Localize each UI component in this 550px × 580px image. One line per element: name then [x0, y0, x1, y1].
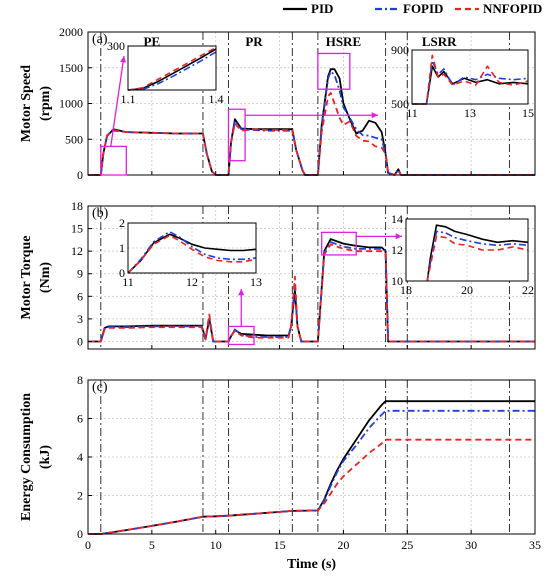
- x-tick-label: 15: [274, 538, 286, 552]
- inset-y-tick-label: 14: [391, 212, 403, 226]
- x-tick-label: 5: [149, 538, 155, 552]
- phase-label: PE: [144, 34, 161, 49]
- inset-y-tick-label: 12: [391, 243, 403, 257]
- inset-y-tick-label: 500: [391, 97, 409, 111]
- x-tick-label: 30: [465, 538, 477, 552]
- inset-frame-border: [405, 218, 529, 282]
- y-tick-label: 4: [77, 450, 83, 464]
- zoom-connector: [110, 55, 125, 147]
- inset-y-tick-label: 0: [119, 266, 125, 280]
- series-line-nnfopid: [88, 91, 535, 176]
- panel-label: (a): [92, 32, 108, 47]
- y-tick-label: 9: [77, 267, 83, 281]
- inset-x-tick-label: 11: [406, 106, 418, 120]
- inset-x-tick-label: 11: [122, 275, 134, 289]
- y-axis-label: (rpm): [38, 86, 53, 121]
- inset-plot: 300 1.1 1.4: [107, 39, 224, 106]
- inset-frame-border: [411, 49, 529, 105]
- inset-frame: [127, 45, 217, 91]
- inset-x-tick-label: 12: [186, 275, 198, 289]
- y-axis-label: Motor Torque: [19, 236, 34, 320]
- series-line-pid: [88, 400, 535, 535]
- series-line-fopid: [88, 409, 535, 535]
- inset-frame-border: [127, 45, 217, 91]
- y-tick-label: 15: [71, 222, 83, 236]
- inset-series-line-fopid: [127, 231, 257, 274]
- y-axis-label: Energy Consumption: [19, 393, 34, 521]
- inset-series-line-pid: [426, 224, 529, 282]
- panel-a: 0 500 1000 1500 2000 Motor Speed (rpm) (a) PE PR H…: [19, 25, 536, 182]
- inset-series-line-nnfopid: [426, 235, 529, 282]
- phase-label: LSRR: [422, 34, 457, 49]
- x-tick-label: 10: [210, 538, 222, 552]
- inset-x-tick-label: 22: [522, 283, 534, 297]
- inset-plot: 10 12 14 18 20 22: [391, 212, 534, 297]
- zoom-arrowhead: [371, 112, 378, 119]
- x-tick-label: 35: [529, 538, 541, 552]
- inset-series-line-nnfopid: [412, 54, 529, 105]
- x-tick-label: 20: [337, 538, 349, 552]
- series-line-nnfopid: [88, 438, 535, 535]
- phase-label: HSRE: [326, 34, 361, 49]
- panel-label: (b): [92, 206, 109, 221]
- inset-x-tick-label: 13: [464, 106, 476, 120]
- zoom-box: [321, 231, 357, 256]
- y-tick-label: 12: [71, 244, 83, 258]
- x-tick-label: 0: [85, 538, 91, 552]
- y-tick-label: 18: [71, 199, 83, 213]
- y-tick-label: 0: [77, 334, 83, 348]
- zoom-arrowhead: [238, 289, 245, 296]
- inset-x-tick-label: 1.1: [121, 92, 136, 106]
- legend-label-nnfopid: NNFOPID: [483, 1, 542, 16]
- y-tick-label: 1500: [59, 61, 83, 75]
- y-tick-label: 3: [77, 312, 83, 326]
- zoom-arrowhead: [395, 233, 402, 240]
- legend-label-pid: PID: [311, 1, 333, 16]
- y-tick-label: 6: [77, 412, 83, 426]
- y-axis-label: (Nm): [38, 262, 53, 293]
- inset-y-tick-label: 2: [119, 216, 125, 230]
- inset-plot: 500 900 11 13 15: [391, 43, 534, 120]
- y-tick-label: 0: [77, 527, 83, 541]
- y-tick-label: 500: [65, 132, 83, 146]
- legend: PID FOPID NNFOPID: [283, 1, 542, 16]
- y-tick-label: 6: [77, 289, 83, 303]
- series-line-nnfopid: [88, 243, 535, 343]
- y-tick-label: 2000: [59, 25, 83, 39]
- y-axis-label: (kJ): [38, 445, 53, 469]
- inset-x-tick-label: 13: [250, 275, 262, 289]
- inset-y-tick-label: 1: [119, 241, 125, 255]
- inset-frame-border: [127, 222, 257, 274]
- y-tick-label: 2: [77, 489, 83, 503]
- phase-label: PR: [245, 34, 263, 49]
- inset-x-tick-label: 1.4: [209, 92, 224, 106]
- x-axis-label: Time (s): [287, 557, 336, 572]
- zoom-box: [227, 108, 246, 162]
- y-tick-label: 0: [77, 168, 83, 182]
- zoom-arrowhead: [120, 56, 127, 63]
- zoom-box: [317, 52, 351, 90]
- y-tick-label: 8: [77, 373, 83, 387]
- inset-series-line-fopid: [127, 51, 217, 91]
- y-axis-label: Motor Speed: [19, 65, 34, 142]
- y-tick-label: 1000: [59, 97, 83, 111]
- inset-series-line-nnfopid: [127, 234, 257, 274]
- zoom-box: [100, 145, 127, 176]
- inset-x-tick-label: 20: [461, 283, 473, 297]
- inset-x-tick-label: 18: [400, 283, 412, 297]
- inset-y-tick-label: 300: [107, 39, 125, 53]
- inset-y-tick-label: 900: [391, 43, 409, 57]
- panel-label: (c): [92, 380, 108, 395]
- inset-x-tick-label: 15: [522, 106, 534, 120]
- inset-series-line-nnfopid: [127, 46, 217, 91]
- x-tick-label: 25: [401, 538, 413, 552]
- plot-frame: [87, 205, 536, 350]
- panel-c: 0 2 4 6 8 0 5 10 15 20 25 30 35 Energy Consumption (kJ…: [19, 373, 541, 572]
- inset-y-tick-label: 10: [391, 274, 403, 288]
- legend-label-fopid: FOPID: [403, 1, 443, 16]
